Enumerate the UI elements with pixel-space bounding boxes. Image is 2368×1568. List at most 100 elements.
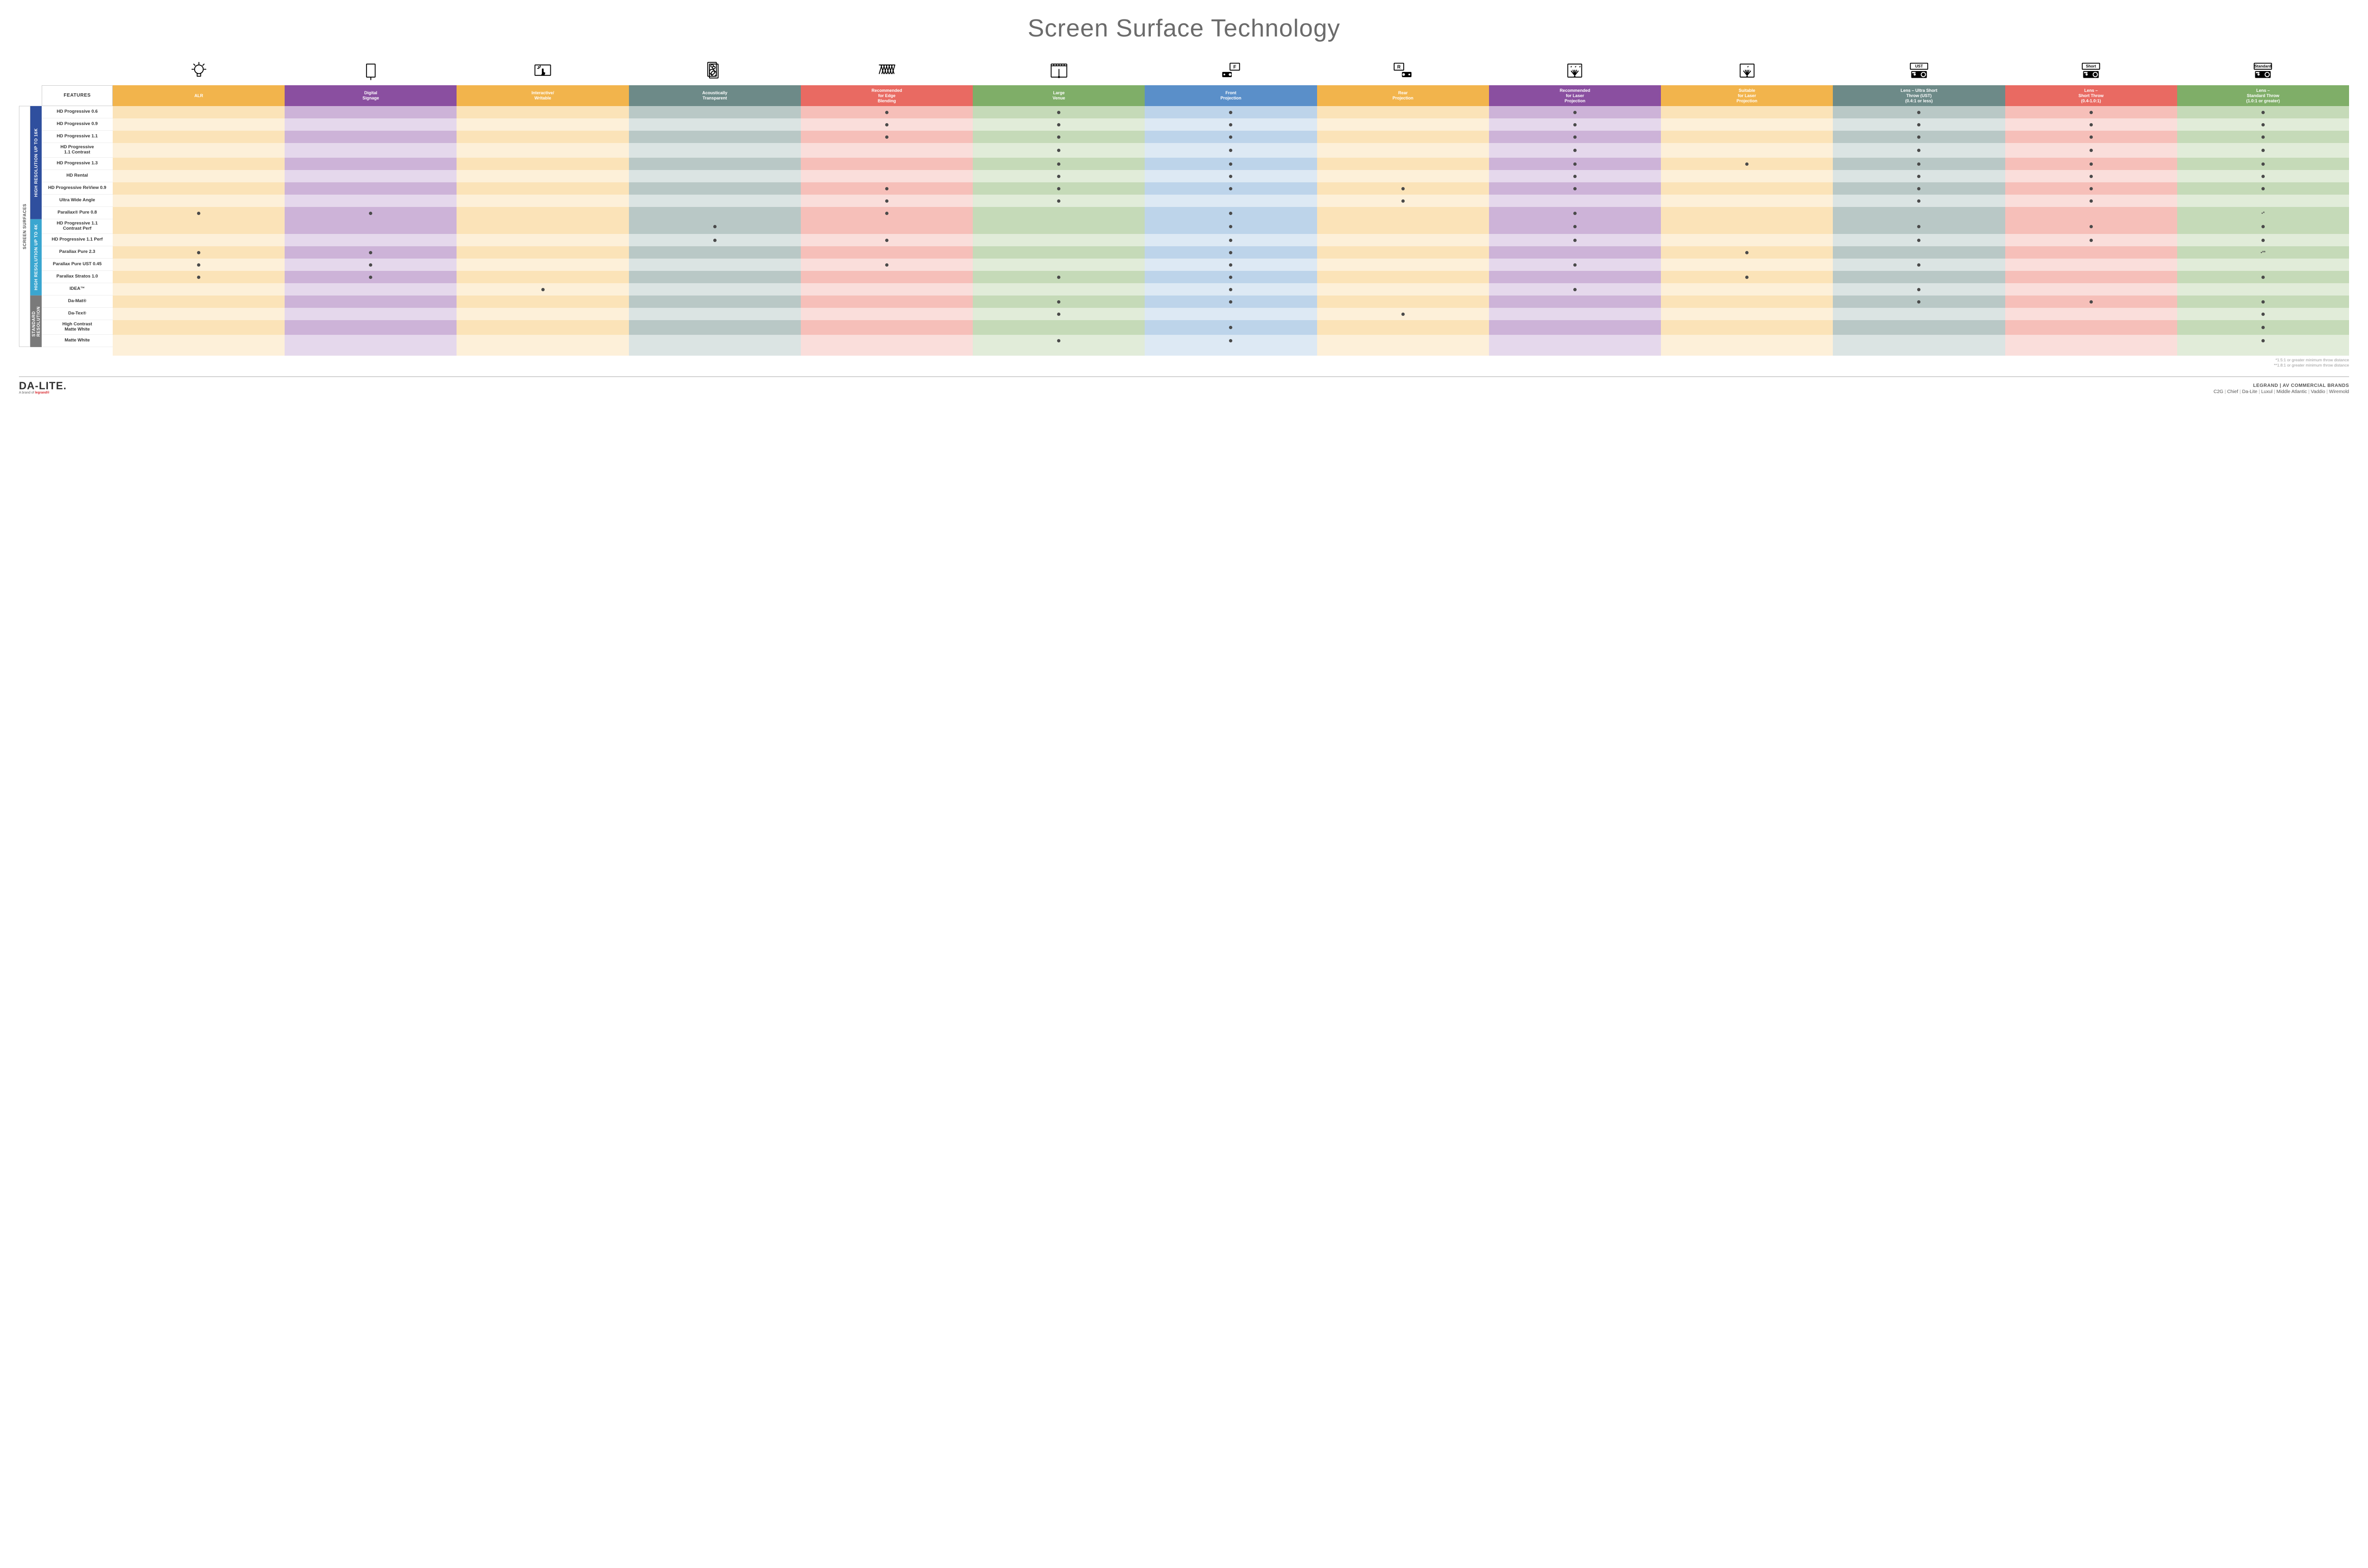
data-cell <box>457 246 628 259</box>
data-cell <box>1145 271 1317 283</box>
data-cell <box>457 158 628 170</box>
data-cell <box>285 118 457 131</box>
row-label: Parallax Stratos 1.0 <box>42 271 113 283</box>
data-cell <box>1489 219 1661 234</box>
data-cell <box>2005 182 2177 195</box>
data-cell <box>801 131 973 143</box>
data-cell <box>2005 246 2177 259</box>
data-cell <box>1317 158 1489 170</box>
data-cell <box>1661 158 1833 170</box>
digital-icon <box>285 57 457 85</box>
data-cell <box>1833 158 2005 170</box>
data-cell <box>2005 131 2177 143</box>
data-cell <box>629 296 801 308</box>
data-cell <box>629 246 801 259</box>
data-cell <box>2005 308 2177 320</box>
data-cell <box>1661 335 1833 347</box>
laserR-icon <box>1489 57 1661 85</box>
data-cell <box>2005 271 2177 283</box>
data-cell <box>629 182 801 195</box>
data-cell <box>1833 118 2005 131</box>
data-cell <box>1317 283 1489 296</box>
data-cell <box>1661 195 1833 207</box>
group-label: STANDARD RESOLUTION <box>30 296 42 347</box>
row-label: High Contrast Matte White <box>42 320 113 335</box>
data-cell <box>1833 234 2005 246</box>
data-cell <box>457 308 628 320</box>
data-cell <box>2177 271 2349 283</box>
col-header-rear: Rear Projection <box>1317 85 1489 106</box>
data-cell <box>801 246 973 259</box>
data-cell <box>1661 234 1833 246</box>
row-label: HD Progressive 0.9 <box>42 118 113 131</box>
data-cell <box>113 131 285 143</box>
data-cell <box>629 158 801 170</box>
data-cell <box>285 170 457 182</box>
large-icon <box>973 57 1145 85</box>
data-cell <box>629 170 801 182</box>
data-cell <box>285 158 457 170</box>
logo-main: DA-LITE. <box>19 381 67 391</box>
data-cell <box>1833 195 2005 207</box>
data-cell <box>1489 106 1661 118</box>
data-cell <box>1145 259 1317 271</box>
data-cell <box>1317 234 1489 246</box>
data-cell <box>801 335 973 347</box>
alr-icon <box>113 57 285 85</box>
data-cell <box>1317 259 1489 271</box>
data-cell <box>457 271 628 283</box>
data-cell <box>285 296 457 308</box>
data-cell <box>1145 195 1317 207</box>
data-cell <box>973 170 1145 182</box>
blank-cell <box>1833 347 2005 356</box>
footnote: **1.8:1 or greater minimum throw distanc… <box>19 363 2349 368</box>
data-cell <box>2177 106 2349 118</box>
data-cell <box>801 320 973 335</box>
data-cell <box>2177 118 2349 131</box>
row-label: Parallax Pure 2.3 <box>42 246 113 259</box>
data-cell <box>629 283 801 296</box>
data-cell <box>801 296 973 308</box>
data-cell <box>457 195 628 207</box>
brand-item: C2G <box>2214 389 2227 394</box>
data-cell <box>457 118 628 131</box>
data-cell <box>1833 106 2005 118</box>
data-cell <box>1145 207 1317 219</box>
data-cell <box>285 131 457 143</box>
data-cell <box>285 182 457 195</box>
data-cell <box>2177 320 2349 335</box>
data-cell <box>1145 131 1317 143</box>
data-cell <box>1317 131 1489 143</box>
laserS-icon <box>1661 57 1833 85</box>
data-cell <box>457 143 628 158</box>
data-cell <box>1145 182 1317 195</box>
data-cell <box>2005 296 2177 308</box>
data-cell <box>801 182 973 195</box>
blank-cell <box>113 347 285 356</box>
footnote: *1.5:1 or greater minimum throw distance <box>19 358 2349 363</box>
row-label: HD Progressive 1.3 <box>42 158 113 170</box>
data-cell <box>1145 143 1317 158</box>
data-cell <box>1661 271 1833 283</box>
data-cell <box>973 207 1145 219</box>
data-cell <box>1317 118 1489 131</box>
row-label: Parallax Pure UST 0.45 <box>42 259 113 271</box>
interact-icon <box>457 57 628 85</box>
data-cell <box>629 320 801 335</box>
data-cell <box>1489 182 1661 195</box>
data-cell <box>457 283 628 296</box>
data-cell <box>1661 106 1833 118</box>
row-label: Parallax® Pure 0.8 <box>42 207 113 219</box>
data-cell <box>285 219 457 234</box>
col-header-digital: Digital Signage <box>285 85 457 106</box>
data-cell <box>2005 259 2177 271</box>
data-cell <box>1833 131 2005 143</box>
data-cell <box>629 335 801 347</box>
data-cell <box>973 335 1145 347</box>
row-label: Ultra Wide Angle <box>42 195 113 207</box>
group-label: HIGH RESOLUTION UP TO 4K <box>30 219 42 296</box>
data-cell <box>801 207 973 219</box>
data-cell <box>1833 246 2005 259</box>
col-header-laserR: Recommended for Laser Projection <box>1489 85 1661 106</box>
data-cell <box>1317 106 1489 118</box>
